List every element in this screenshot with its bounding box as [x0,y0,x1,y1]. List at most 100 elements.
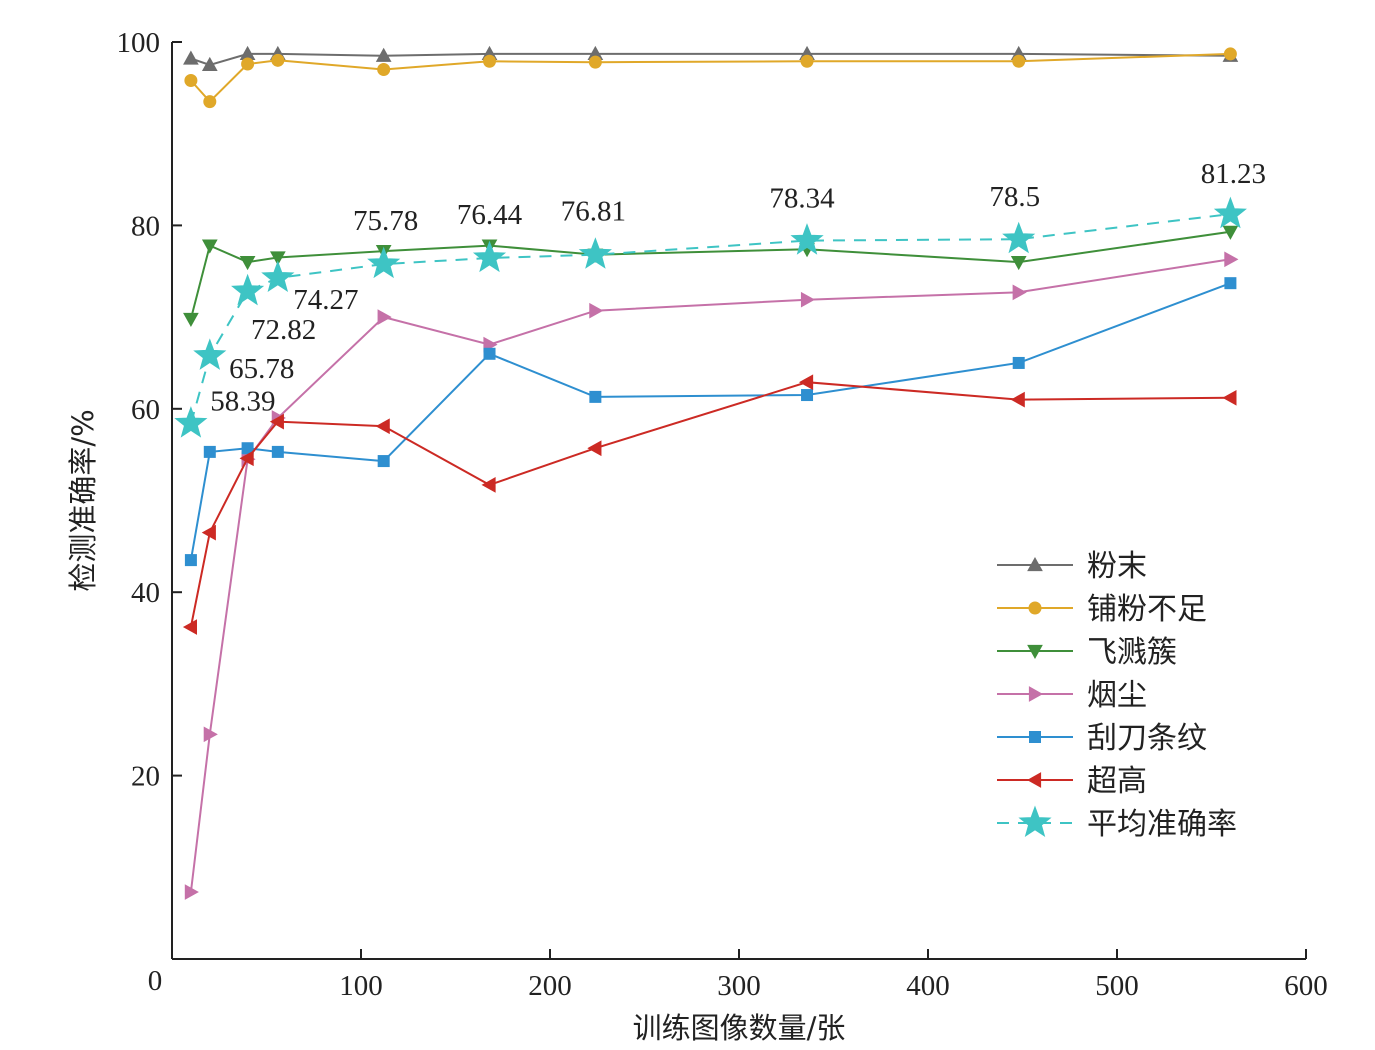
data-point [271,53,285,67]
data-point [241,442,254,455]
data-point [377,455,390,468]
data-point [174,406,208,438]
data-point [1012,54,1026,68]
data-point [377,63,391,77]
data-point [1224,251,1239,268]
legend-marker [1028,686,1044,702]
data-point [231,273,265,306]
data-label: 78.34 [769,183,835,215]
legend-label: 铺粉不足 [1087,592,1207,627]
series-line [190,52,1231,104]
data-point [183,312,199,327]
data-point [239,255,256,271]
data-point [184,554,197,567]
data-point [201,56,218,72]
data-point [193,338,227,370]
series-line [189,258,1231,893]
data-point [375,47,392,62]
x-tick-label: 500 [1095,970,1139,1002]
legend-marker [1018,805,1052,838]
data-point [182,619,197,635]
series-line [189,282,1231,561]
legend-item: 飞溅簇 [997,635,1177,670]
series-line [189,230,1231,320]
data-point [183,50,199,65]
data-point [184,74,198,88]
data-label: 75.78 [353,205,418,237]
series-5 [182,374,1237,635]
series-4 [184,277,1237,567]
legend-label: 超高 [1087,764,1147,799]
series-6 [174,196,1247,438]
data-point [483,54,497,68]
data-point [239,450,254,467]
data-label: 76.44 [457,199,523,231]
y-tick-label: 20 [131,761,160,793]
data-point [578,237,612,269]
x-axis-title: 训练图像数量/张 [633,1011,846,1045]
origin-label: 0 [148,965,163,997]
data-point [261,260,295,293]
y-axis-title: 检测准确率/% [66,409,100,591]
legend-label: 烟尘 [1087,678,1147,713]
legend-label: 刮刀条纹 [1087,721,1207,756]
data-label: 74.27 [293,284,358,316]
data-point [269,413,284,430]
legend-marker [1028,601,1042,615]
data-point [481,477,496,493]
data-point [269,251,286,266]
legend-item: 烟尘 [997,678,1147,713]
data-point [589,390,602,403]
series-line [189,213,1231,424]
legend-marker [1027,644,1043,660]
x-tick-label: 100 [339,970,383,1002]
data-point [201,239,218,254]
data-point [790,223,824,255]
data-point [799,374,814,391]
data-point [271,445,284,458]
legend-label: 飞溅簇 [1087,635,1177,670]
data-point [1222,225,1239,240]
data-point [1002,221,1036,254]
data-point [1010,255,1027,271]
legend-item: 平均准确率 [997,805,1237,842]
series-line [190,52,1231,66]
data-point [472,240,507,273]
data-point [1012,356,1025,369]
data-label: 76.81 [561,196,626,228]
data-point [1010,391,1025,408]
data-point [588,55,602,69]
legend-marker [1029,731,1041,743]
data-point [1223,47,1237,61]
x-tick-label: 600 [1284,970,1328,1002]
data-point [201,524,216,541]
legend-item: 超高 [997,764,1147,799]
series-1 [184,47,1237,109]
axes: 100 200 300 400 500 600 20 40 60 80 100 0 训练图像数量/张 检测… [66,27,1328,1045]
legend-label: 平均准确率 [1087,807,1237,842]
data-label: 72.82 [251,314,316,346]
y-tick-label: 80 [131,210,160,242]
data-point [1012,284,1027,301]
data-point [367,246,401,279]
data-point [1222,389,1237,406]
data-point [483,347,496,360]
data-label: 65.78 [229,353,294,385]
legend-marker [1026,772,1042,788]
x-tick-label: 300 [717,970,761,1002]
series-layer [174,45,1247,900]
data-point [589,302,604,319]
data-label: 81.23 [1201,158,1266,190]
data-point [1213,196,1247,229]
y-tick-label: 60 [131,394,160,426]
data-point [241,57,255,71]
data-point [203,726,218,743]
data-label: 58.39 [210,386,275,418]
data-point [801,389,814,402]
data-point [375,418,390,435]
data-point [377,309,392,325]
data-point [1224,277,1237,290]
